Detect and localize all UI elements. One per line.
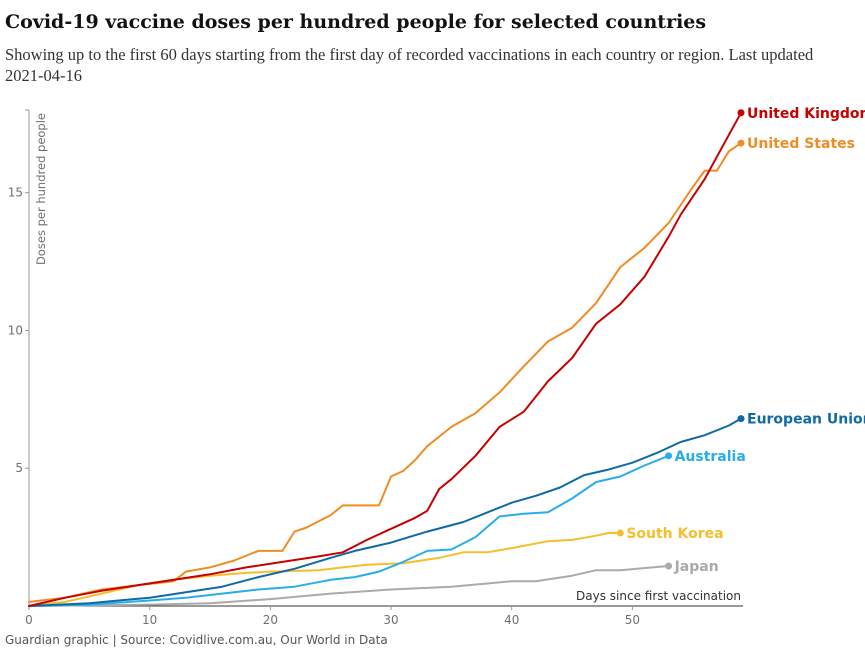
series-end-point <box>737 109 745 117</box>
series-label: Japan <box>674 559 719 575</box>
x-tick-label: 20 <box>263 613 278 627</box>
axes: 0 10 20 30 40 50 5 10 15 Doses per hundred people… <box>8 109 743 627</box>
series-line <box>28 111 742 607</box>
y-axis-label: Doses per hundred people <box>34 113 48 265</box>
series-end-point <box>737 415 745 423</box>
series-label: South Korea <box>626 526 723 542</box>
series-line <box>28 417 742 607</box>
series-line <box>28 142 742 603</box>
series-labels: Japan South Korea Australia European Union U… <box>626 106 865 575</box>
x-axis-label: Days since first vaccination <box>576 589 741 603</box>
chart-subtitle: Showing up to the first 60 days starting… <box>5 45 814 85</box>
series-line <box>28 565 670 607</box>
series-label: United Kingdom <box>747 106 865 122</box>
series-end-point <box>665 562 673 570</box>
x-tick-label: 30 <box>383 613 398 627</box>
y-tick-label: 5 <box>15 461 23 475</box>
series-end-point <box>737 139 745 147</box>
x-tick-label: 10 <box>142 613 157 627</box>
series-end-point <box>665 452 673 460</box>
series-label: United States <box>747 136 855 152</box>
x-tick-label: 50 <box>625 613 640 627</box>
y-tick-label: 10 <box>8 323 23 337</box>
series-label: European Union <box>747 412 865 428</box>
series-end-point <box>616 529 624 537</box>
chart-title: Covid-19 vaccine doses per hundred peopl… <box>5 11 707 33</box>
source-footer: Guardian graphic | Source: Covidlive.com… <box>5 633 388 647</box>
x-tick-label: 40 <box>504 613 519 627</box>
series-line <box>28 454 670 607</box>
series-label: Australia <box>675 449 746 465</box>
x-tick-label: 0 <box>25 613 33 627</box>
y-tick-label: 15 <box>8 186 23 200</box>
series-lines <box>28 109 745 607</box>
